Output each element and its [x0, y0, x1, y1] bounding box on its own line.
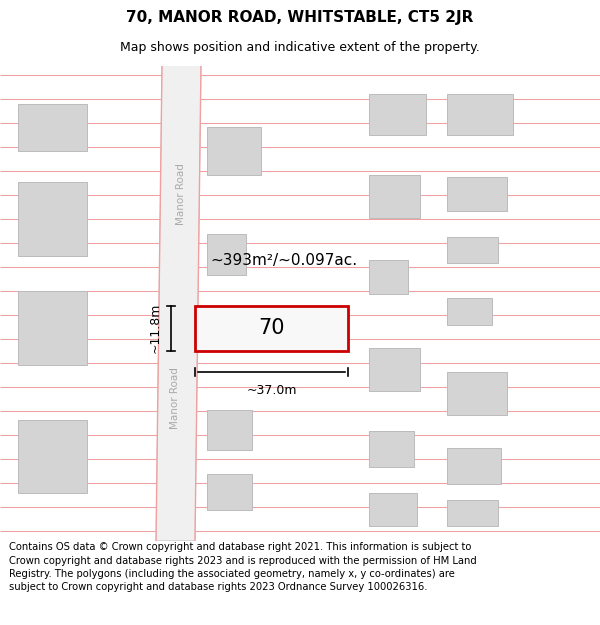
Bar	[369, 94, 426, 134]
Bar	[18, 419, 87, 493]
Text: ~37.0m: ~37.0m	[246, 384, 297, 397]
Text: ~393m²/~0.097ac.: ~393m²/~0.097ac.	[210, 253, 357, 268]
Bar	[207, 234, 246, 274]
Bar	[369, 493, 417, 526]
Bar	[447, 372, 507, 415]
Bar	[447, 500, 498, 526]
Bar	[369, 431, 414, 467]
Text: Map shows position and indicative extent of the property.: Map shows position and indicative extent…	[120, 41, 480, 54]
Bar	[18, 104, 87, 151]
Text: ~11.8m: ~11.8m	[149, 303, 162, 353]
Text: Manor Road: Manor Road	[170, 367, 181, 429]
Bar	[447, 298, 492, 324]
Bar	[447, 237, 498, 262]
Bar	[369, 261, 408, 294]
Bar	[369, 175, 420, 218]
Polygon shape	[156, 66, 201, 541]
Text: Manor Road: Manor Road	[176, 163, 187, 225]
Text: Contains OS data © Crown copyright and database right 2021. This information is : Contains OS data © Crown copyright and d…	[9, 542, 477, 592]
Bar	[195, 306, 348, 351]
Bar	[369, 348, 420, 391]
Bar	[18, 182, 87, 256]
Bar	[207, 474, 252, 510]
Bar	[447, 94, 513, 134]
Bar	[207, 127, 261, 175]
Bar	[207, 410, 252, 451]
Bar	[447, 448, 501, 484]
Text: 70: 70	[258, 318, 285, 338]
Text: 70, MANOR ROAD, WHITSTABLE, CT5 2JR: 70, MANOR ROAD, WHITSTABLE, CT5 2JR	[127, 10, 473, 25]
Bar	[18, 291, 87, 365]
Bar	[447, 177, 507, 211]
